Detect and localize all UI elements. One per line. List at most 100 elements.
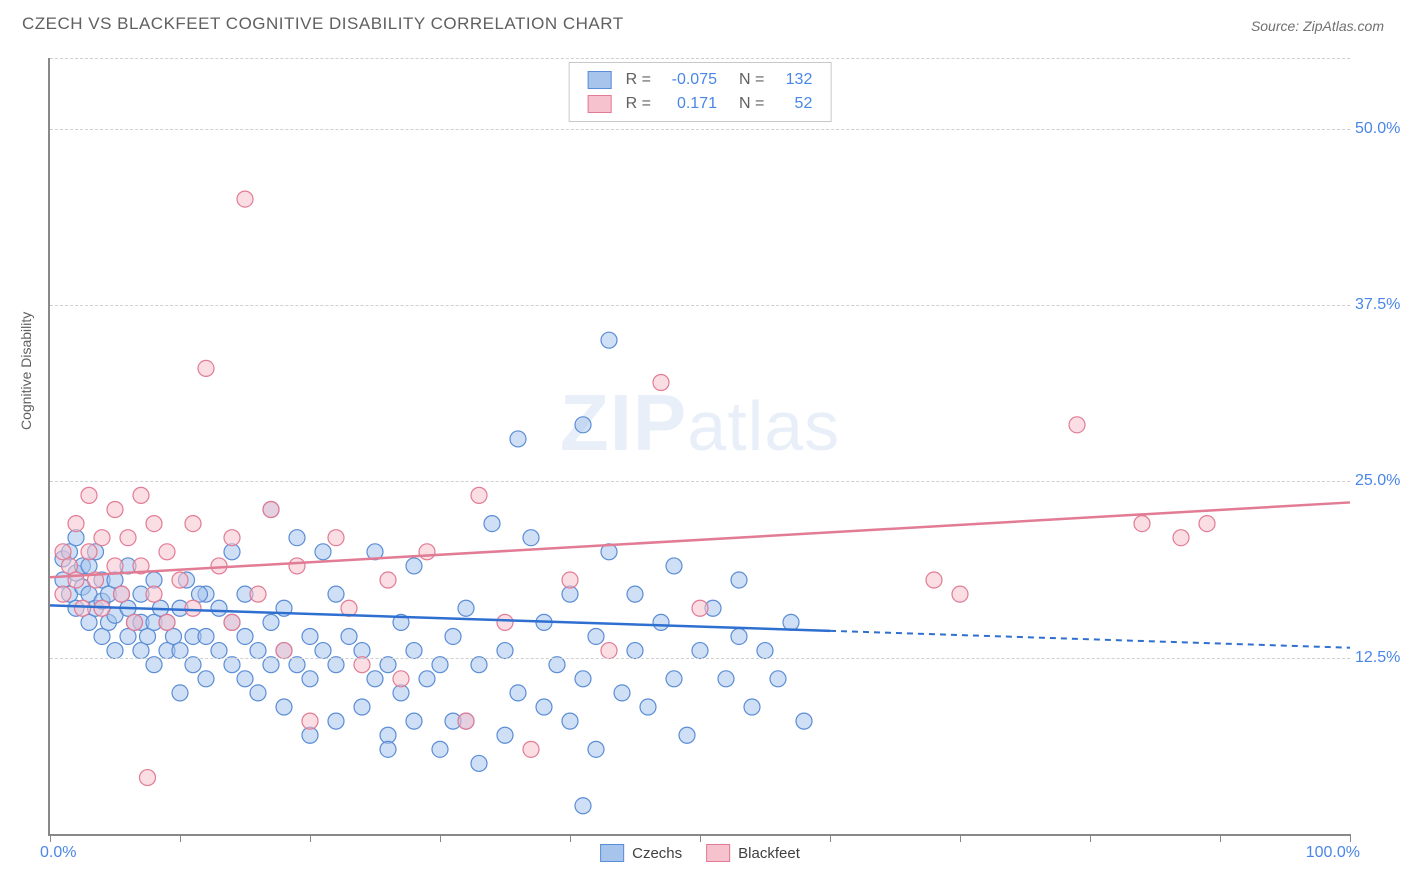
data-point xyxy=(588,628,604,644)
legend-r-label: R = xyxy=(620,93,657,115)
data-point xyxy=(237,191,253,207)
data-point xyxy=(757,643,773,659)
data-point xyxy=(211,600,227,616)
data-point xyxy=(432,657,448,673)
x-axis-max-label: 100.0% xyxy=(1306,844,1360,862)
data-point xyxy=(627,643,643,659)
source-attribution: Source: ZipAtlas.com xyxy=(1251,18,1384,34)
data-point xyxy=(497,727,513,743)
gridline xyxy=(50,481,1350,482)
y-tick-label: 12.5% xyxy=(1355,649,1406,667)
data-point xyxy=(406,558,422,574)
data-point xyxy=(796,713,812,729)
data-point xyxy=(952,586,968,602)
data-point xyxy=(575,417,591,433)
data-point xyxy=(406,643,422,659)
data-point xyxy=(666,671,682,687)
data-point xyxy=(731,572,747,588)
data-point xyxy=(419,544,435,560)
data-point xyxy=(159,614,175,630)
data-point xyxy=(640,699,656,715)
data-point xyxy=(471,657,487,673)
data-point xyxy=(367,671,383,687)
legend-label: Blackfeet xyxy=(738,845,800,862)
data-point xyxy=(315,544,331,560)
legend-n-value: 132 xyxy=(772,69,818,91)
data-point xyxy=(380,741,396,757)
y-axis-title: Cognitive Disability xyxy=(18,312,34,430)
data-point xyxy=(718,671,734,687)
data-point xyxy=(523,741,539,757)
x-tick xyxy=(310,834,311,842)
data-point xyxy=(354,657,370,673)
data-point xyxy=(328,657,344,673)
data-point xyxy=(393,671,409,687)
data-point xyxy=(770,671,786,687)
data-point xyxy=(237,671,253,687)
data-point xyxy=(289,657,305,673)
x-tick xyxy=(50,834,51,842)
data-point xyxy=(185,516,201,532)
data-point xyxy=(380,572,396,588)
data-point xyxy=(107,558,123,574)
data-point xyxy=(127,614,143,630)
data-point xyxy=(666,558,682,574)
data-point xyxy=(731,628,747,644)
data-point xyxy=(289,530,305,546)
data-point xyxy=(692,643,708,659)
chart-title: CZECH VS BLACKFEET COGNITIVE DISABILITY … xyxy=(22,14,624,34)
gridline xyxy=(50,658,1350,659)
legend-r-value: 0.171 xyxy=(659,93,723,115)
data-point xyxy=(588,741,604,757)
legend-swatch xyxy=(600,844,624,862)
data-point xyxy=(601,643,617,659)
data-point xyxy=(601,332,617,348)
data-point xyxy=(185,657,201,673)
data-point xyxy=(419,671,435,687)
data-point xyxy=(471,487,487,503)
data-point xyxy=(783,614,799,630)
data-point xyxy=(549,657,565,673)
data-point xyxy=(107,643,123,659)
data-point xyxy=(627,586,643,602)
legend-swatch xyxy=(588,71,612,89)
data-point xyxy=(133,487,149,503)
data-point xyxy=(536,699,552,715)
data-point xyxy=(328,713,344,729)
data-point xyxy=(198,628,214,644)
data-point xyxy=(575,798,591,814)
x-tick xyxy=(1350,834,1351,842)
x-tick xyxy=(180,834,181,842)
legend-swatch xyxy=(706,844,730,862)
data-point xyxy=(315,643,331,659)
data-point xyxy=(172,685,188,701)
data-point xyxy=(224,530,240,546)
trend-line xyxy=(50,502,1350,577)
data-point xyxy=(302,628,318,644)
legend-item: Blackfeet xyxy=(706,844,800,862)
data-point xyxy=(146,586,162,602)
data-point xyxy=(328,530,344,546)
data-point xyxy=(432,741,448,757)
data-point xyxy=(1199,516,1215,532)
data-point xyxy=(692,600,708,616)
legend-r-label: R = xyxy=(620,69,657,91)
data-point xyxy=(263,501,279,517)
data-point xyxy=(263,657,279,673)
data-point xyxy=(289,558,305,574)
trend-line-extrapolated xyxy=(830,631,1350,648)
legend-swatch xyxy=(588,95,612,113)
data-point xyxy=(172,643,188,659)
legend-r-value: -0.075 xyxy=(659,69,723,91)
x-tick xyxy=(440,834,441,842)
x-tick xyxy=(960,834,961,842)
data-point xyxy=(510,431,526,447)
data-point xyxy=(510,685,526,701)
data-point xyxy=(497,643,513,659)
x-tick xyxy=(1090,834,1091,842)
legend-series: CzechsBlackfeet xyxy=(600,844,800,862)
data-point xyxy=(575,671,591,687)
data-point xyxy=(458,713,474,729)
data-point xyxy=(198,360,214,376)
legend-n-label: N = xyxy=(725,69,770,91)
